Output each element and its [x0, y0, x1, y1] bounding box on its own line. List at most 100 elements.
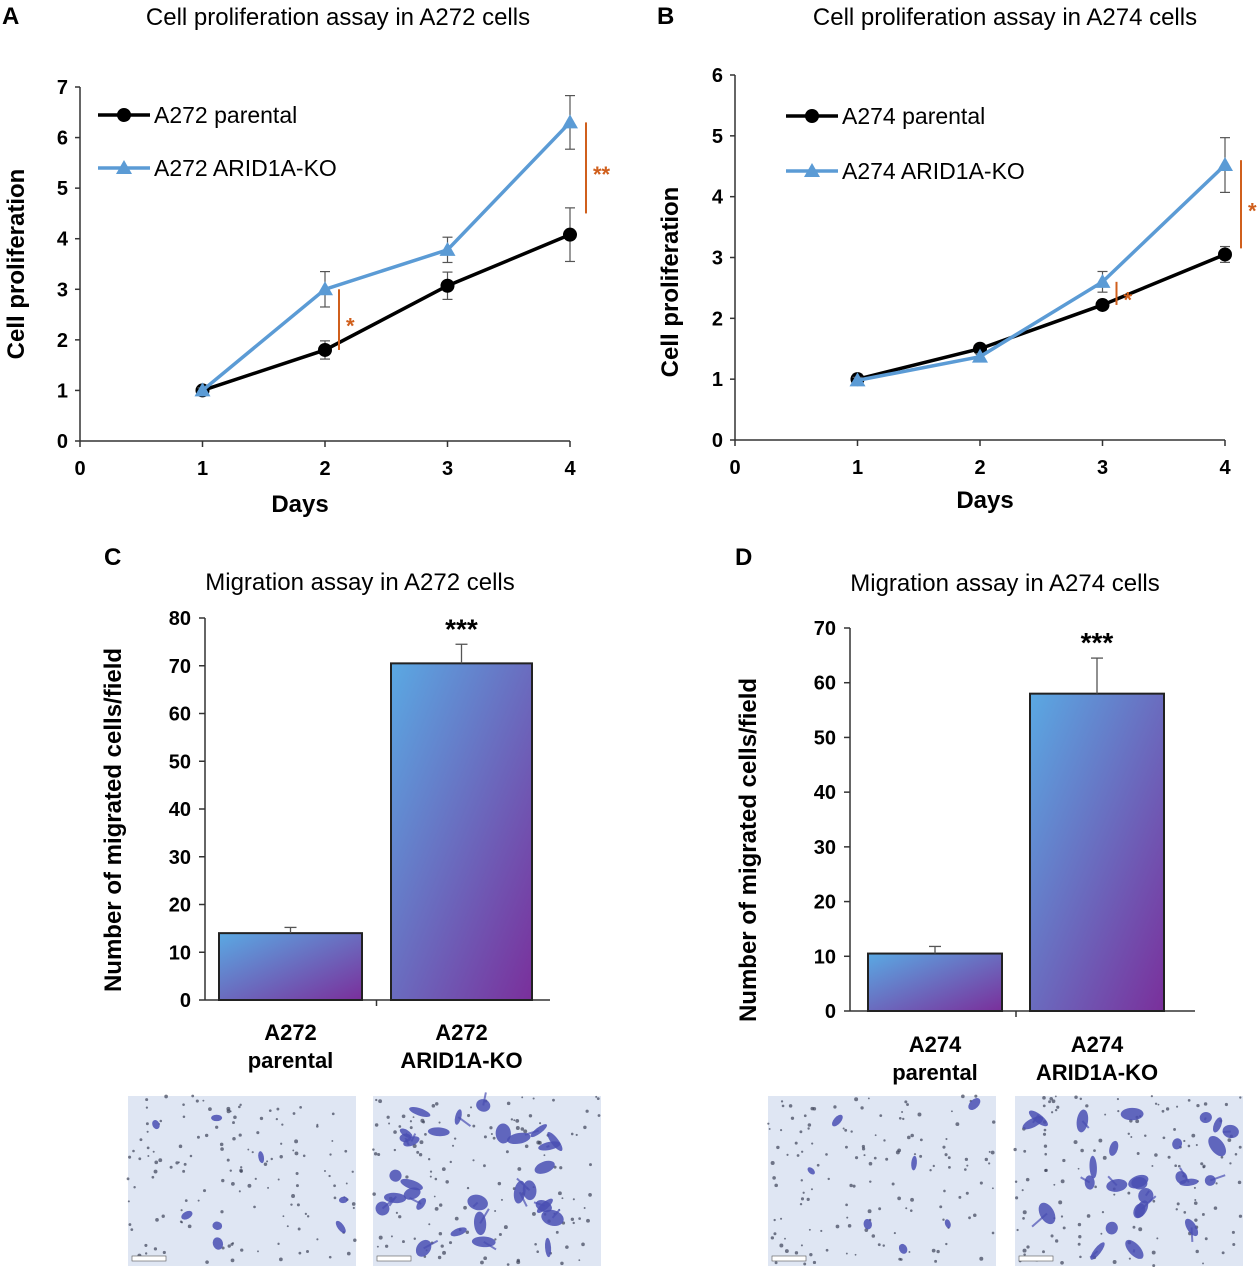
- membrane-pore: [794, 1141, 798, 1145]
- membrane-pore: [152, 1150, 155, 1153]
- membrane-pore: [1177, 1164, 1181, 1168]
- membrane-pore: [910, 1133, 914, 1138]
- membrane-pore: [945, 1138, 948, 1141]
- membrane-pore: [377, 1152, 381, 1157]
- membrane-pore: [803, 1262, 807, 1266]
- membrane-pore: [984, 1157, 988, 1162]
- membrane-pore: [388, 1122, 391, 1125]
- membrane-pore: [1127, 1191, 1131, 1195]
- membrane-pore: [1220, 1155, 1224, 1159]
- y-tick-label: 30: [814, 837, 836, 859]
- membrane-pore: [788, 1104, 793, 1108]
- legend-marker: [117, 108, 131, 122]
- membrane-pore: [827, 1177, 830, 1181]
- chart-b: B Cell proliferation assay in A274 cells 0…: [657, 3, 1257, 514]
- membrane-pore: [1196, 1103, 1200, 1108]
- panel-letter: B: [657, 3, 674, 30]
- membrane-pore: [955, 1122, 960, 1127]
- x-tick-label: 4: [1219, 457, 1231, 479]
- data-point: [1095, 297, 1110, 312]
- membrane-pore: [1175, 1208, 1178, 1211]
- membrane-pore: [1187, 1098, 1191, 1102]
- membrane-pore: [1100, 1232, 1103, 1235]
- membrane-pore: [1026, 1245, 1030, 1249]
- membrane-pore: [845, 1203, 848, 1207]
- membrane-pore: [965, 1191, 969, 1195]
- membrane-pore: [964, 1157, 969, 1162]
- stained-cell: [534, 1160, 555, 1174]
- membrane-pore: [515, 1118, 520, 1123]
- y-tick-label: 4: [712, 187, 724, 209]
- membrane-pore: [439, 1203, 443, 1207]
- membrane-pore: [144, 1243, 148, 1247]
- membrane-pore: [966, 1164, 969, 1167]
- membrane-pore: [557, 1191, 562, 1196]
- x-tick-label: 1: [197, 458, 208, 480]
- membrane-pore: [183, 1162, 187, 1166]
- membrane-pore: [438, 1231, 443, 1236]
- cell-process: [423, 1239, 439, 1250]
- stained-cell: [544, 1237, 552, 1258]
- membrane-pore: [850, 1130, 853, 1133]
- membrane-pore: [812, 1106, 817, 1111]
- membrane-pore: [466, 1186, 470, 1190]
- membrane-pore: [1237, 1180, 1242, 1185]
- data-point: [563, 227, 577, 242]
- membrane-pore: [536, 1250, 539, 1253]
- membrane-pore: [800, 1179, 803, 1182]
- membrane-pore: [253, 1205, 256, 1209]
- membrane-pore: [860, 1106, 864, 1110]
- membrane-pore: [802, 1191, 805, 1194]
- bar: [867, 952, 1003, 1012]
- membrane-pore: [835, 1224, 840, 1229]
- membrane-pore: [230, 1258, 235, 1263]
- membrane-pore: [904, 1100, 908, 1104]
- legend-label: A272 ARID1A-KO: [154, 155, 337, 181]
- membrane-pore: [154, 1160, 159, 1165]
- membrane-pore: [126, 1177, 130, 1181]
- x-axis-label: Days: [956, 487, 1013, 514]
- membrane-pore: [779, 1243, 784, 1248]
- membrane-pore: [776, 1145, 780, 1150]
- membrane-pore: [1150, 1095, 1153, 1098]
- stained-cell: [400, 1178, 423, 1191]
- membrane-pore: [897, 1196, 901, 1201]
- bar: [1029, 692, 1165, 1013]
- series-parental: [195, 207, 577, 398]
- membrane-pore: [304, 1212, 307, 1215]
- stained-cell: [409, 1106, 431, 1118]
- stained-cell: [181, 1210, 193, 1220]
- membrane-pore: [384, 1244, 389, 1248]
- membrane-pore: [1167, 1155, 1171, 1159]
- micrograph-a274-arid1a-ko: [1013, 1095, 1243, 1267]
- stained-cell: [1109, 1140, 1119, 1156]
- membrane-pore: [770, 1236, 775, 1240]
- membrane-pore: [1044, 1152, 1048, 1156]
- membrane-pore: [205, 1260, 209, 1264]
- membrane-pore: [583, 1125, 587, 1130]
- bar: [390, 662, 533, 1001]
- cell-process: [404, 1137, 410, 1146]
- membrane-pore: [232, 1136, 236, 1141]
- membrane-pore: [854, 1097, 859, 1102]
- membrane-pore: [595, 1095, 598, 1098]
- membrane-pore: [774, 1183, 778, 1188]
- membrane-pore: [517, 1167, 522, 1171]
- membrane-pore: [375, 1098, 378, 1102]
- membrane-pore: [279, 1257, 283, 1262]
- membrane-pore: [290, 1203, 293, 1206]
- membrane-pore: [515, 1126, 520, 1130]
- membrane-pore: [1048, 1100, 1051, 1104]
- membrane-pore: [1221, 1251, 1225, 1255]
- membrane-pore: [294, 1151, 299, 1156]
- membrane-pore: [295, 1172, 299, 1176]
- chart-title: Cell proliferation assay in A272 cells: [146, 4, 530, 31]
- membrane-pore: [561, 1197, 564, 1200]
- membrane-pore: [877, 1243, 881, 1247]
- membrane-pore: [863, 1154, 866, 1157]
- membrane-pore: [820, 1229, 823, 1233]
- membrane-pore: [1156, 1237, 1159, 1240]
- membrane-pore: [913, 1153, 917, 1156]
- membrane-pore: [409, 1120, 413, 1123]
- membrane-pore: [490, 1132, 493, 1136]
